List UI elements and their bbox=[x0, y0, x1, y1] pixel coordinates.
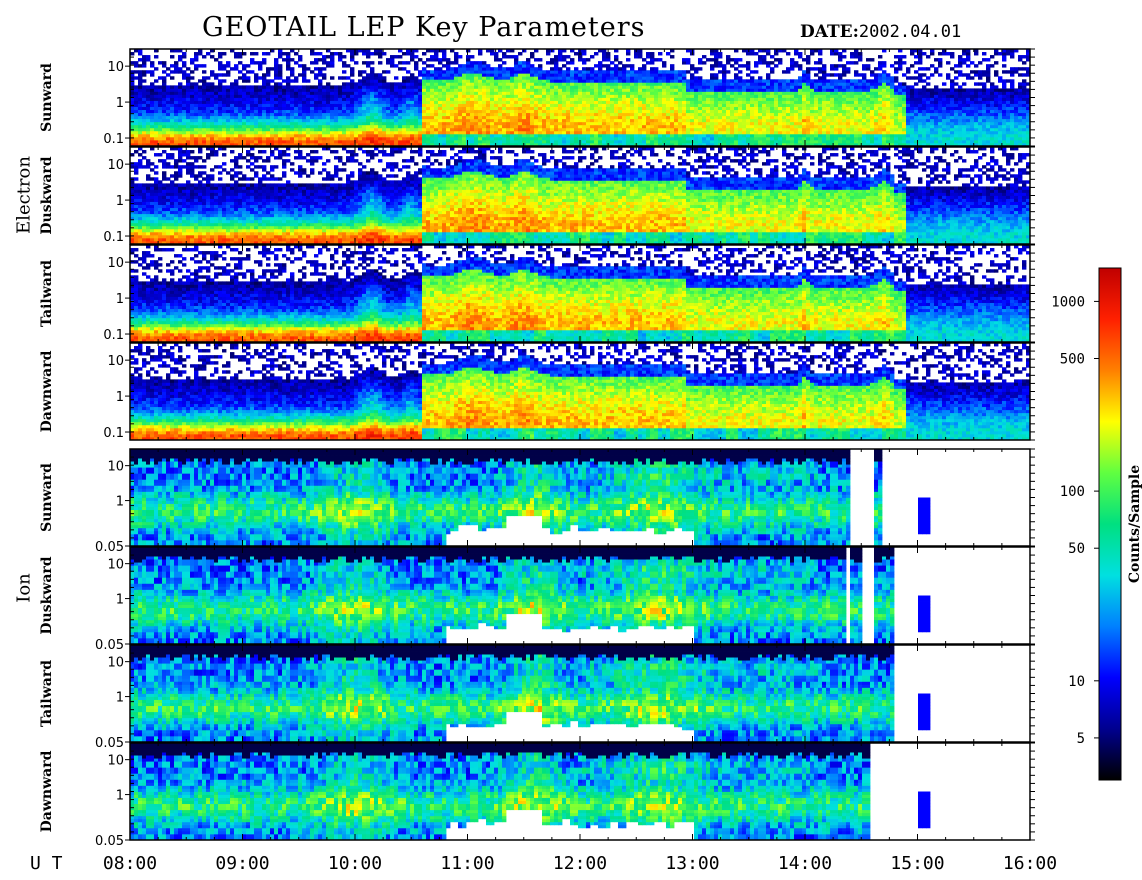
panel-label-ion-tailward: Tailward bbox=[39, 660, 55, 727]
panel-electron-duskward: 10 1 0.1 Duskward bbox=[39, 146, 1035, 245]
panel-ion-duskward: 10 1 0.05 Duskward bbox=[39, 546, 1035, 653]
panel-minor-ticks bbox=[129, 644, 1035, 743]
x-tick-label: 10:00 bbox=[328, 853, 382, 874]
y-tick-label: 0.05 bbox=[95, 540, 124, 555]
y-tick-label: 0.1 bbox=[103, 426, 124, 441]
y-tick-label: 10 bbox=[107, 754, 124, 769]
spectrogram-cells-electron-duskward bbox=[130, 147, 1031, 245]
x-tick-label: 16:00 bbox=[1003, 853, 1057, 874]
panel-ion-dawnward: 10 1 0.05 Dawnward bbox=[39, 742, 1035, 849]
colorbar-tick-label: 10 bbox=[1068, 674, 1085, 690]
y-tick-label: 0.1 bbox=[103, 132, 124, 147]
y-tick-label: 10 bbox=[107, 256, 124, 271]
y-tick-label: 10 bbox=[107, 460, 124, 475]
x-tick-label: 15:00 bbox=[890, 853, 944, 874]
spectrogram-panels: 10 1 0.1 Sunward 10 1 0.1 Duskward 10 1 0.1 Tailwar… bbox=[39, 48, 1035, 849]
y-tick-label: 1 bbox=[116, 96, 124, 111]
panel-minor-ticks bbox=[129, 146, 1035, 245]
colorbar-tick-label: 500 bbox=[1060, 352, 1085, 368]
x-axis: U T 08:00 09:00 10:00 11:00 12:00 13:00 14:00 15… bbox=[30, 853, 1057, 874]
date-value: 2002.04.01 bbox=[859, 22, 961, 42]
panel-label-electron-sunward: Sunward bbox=[39, 63, 55, 132]
y-tick-label: 10 bbox=[107, 60, 124, 75]
x-tick-label: 12:00 bbox=[553, 853, 607, 874]
x-axis-label: U T bbox=[30, 853, 63, 874]
colorbar-tick-label: 5 bbox=[1077, 731, 1085, 747]
spectrogram-cells-ion-tailward bbox=[130, 645, 931, 743]
colorbar-tick-label: 1000 bbox=[1051, 294, 1085, 310]
spectrogram-cells-ion-sunward bbox=[130, 449, 931, 547]
y-tick-label: 0.1 bbox=[103, 328, 124, 343]
spectrogram-cells-electron-tailward bbox=[130, 245, 1031, 343]
y-tick-label: 1 bbox=[116, 495, 124, 510]
panel-label-ion-sunward: Sunward bbox=[39, 463, 55, 532]
panel-label-ion-dawnward: Dawnward bbox=[39, 750, 55, 832]
panel-label-electron-tailward: Tailward bbox=[39, 260, 55, 327]
panel-minor-ticks bbox=[129, 742, 1035, 841]
panel-minor-ticks bbox=[129, 48, 1035, 147]
panel-label-electron-dawnward: Dawnward bbox=[39, 350, 55, 432]
spectrogram-cells-electron-dawnward bbox=[130, 343, 1031, 441]
panel-ion-tailward: 10 1 0.05 Tailward bbox=[39, 644, 1035, 751]
y-tick-label: 0.05 bbox=[95, 834, 124, 849]
colorbar-label: Counts/Sample bbox=[1127, 465, 1142, 583]
colorbar: 1000 500 100 50 10 5 Counts/Sample bbox=[1051, 267, 1142, 781]
panel-electron-dawnward: 10 1 0.1 Dawnward bbox=[39, 342, 1035, 441]
group-label-ion: Ion bbox=[14, 573, 35, 603]
y-tick-label: 10 bbox=[107, 354, 124, 369]
y-tick-label: 1 bbox=[116, 789, 124, 804]
x-tick-label: 14:00 bbox=[778, 853, 832, 874]
colorbar-tick-label: 50 bbox=[1068, 541, 1085, 557]
x-tick-label: 09:00 bbox=[215, 853, 269, 874]
group-label-electron: Electron bbox=[14, 156, 35, 234]
spectrogram-cells-ion-dawnward bbox=[130, 743, 931, 841]
x-tick-label: 11:00 bbox=[440, 853, 494, 874]
page-title: GEOTAIL LEP Key Parameters bbox=[202, 12, 646, 43]
y-tick-label: 1 bbox=[116, 390, 124, 405]
y-tick-label: 0.1 bbox=[103, 230, 124, 245]
panel-ion-sunward: 10 1 0.05 Sunward bbox=[39, 448, 1035, 555]
panel-electron-sunward: 10 1 0.1 Sunward bbox=[39, 48, 1035, 147]
y-tick-label: 10 bbox=[107, 158, 124, 173]
colorbar-bar bbox=[1098, 267, 1122, 781]
panel-electron-tailward: 10 1 0.1 Tailward bbox=[39, 244, 1035, 343]
panel-minor-ticks bbox=[129, 448, 1035, 547]
spectrogram-cells-electron-sunward bbox=[130, 49, 1031, 147]
spectrogram-cells-ion-duskward bbox=[130, 547, 931, 645]
panel-minor-ticks bbox=[129, 546, 1035, 645]
colorbar-tick-label: 100 bbox=[1060, 484, 1085, 500]
panel-label-electron-duskward: Duskward bbox=[39, 156, 55, 234]
y-tick-label: 1 bbox=[116, 194, 124, 209]
y-tick-label: 1 bbox=[116, 593, 124, 608]
y-tick-label: 0.05 bbox=[95, 638, 124, 653]
date-label: DATE: bbox=[800, 22, 859, 42]
y-tick-label: 10 bbox=[107, 656, 124, 671]
x-tick-label: 08:00 bbox=[103, 853, 157, 874]
panel-minor-ticks bbox=[129, 244, 1035, 343]
x-tick-label: 13:00 bbox=[665, 853, 719, 874]
y-tick-label: 1 bbox=[116, 691, 124, 706]
y-tick-label: 1 bbox=[116, 292, 124, 307]
date-readout: DATE:2002.04.01 bbox=[800, 22, 961, 42]
y-tick-label: 0.05 bbox=[95, 736, 124, 751]
y-tick-label: 10 bbox=[107, 558, 124, 573]
panel-label-ion-duskward: Duskward bbox=[39, 556, 55, 634]
panel-minor-ticks bbox=[129, 342, 1035, 441]
